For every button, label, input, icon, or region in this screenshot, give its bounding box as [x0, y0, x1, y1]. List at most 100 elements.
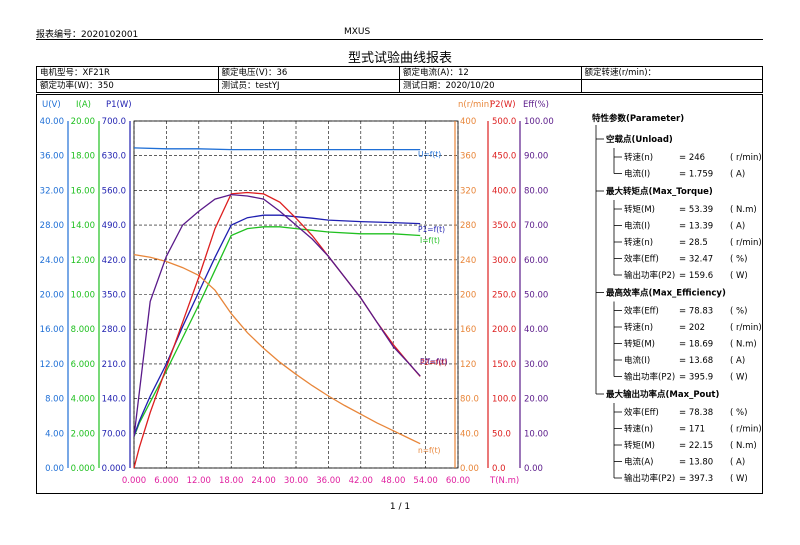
y-tick-label-n: 120 [460, 360, 476, 370]
y-tick-label-p2: 250.0 [492, 291, 516, 301]
series-line-u [133, 147, 421, 151]
params-row-value: = 397.3 [679, 474, 713, 484]
y-tick-label-eff: 70.00 [524, 221, 548, 231]
y-tick-label-u: 20.00 [40, 291, 64, 301]
y-tick-label-i: 14.00 [71, 221, 95, 231]
params-row-label: 输出功率(P2) [624, 270, 675, 281]
tester-cell: 测试员：testYJ [217, 79, 400, 93]
params-row-unit: ( r/min) [730, 153, 762, 163]
y-tick-label-i: 18.00 [71, 152, 95, 162]
params-row-value: = 32.47 [679, 255, 713, 265]
brand-name: MXUS [344, 27, 371, 37]
params-row-unit: ( r/min) [730, 323, 762, 333]
params-row-label: 电流(I) [624, 221, 650, 232]
empty-cell [580, 79, 763, 93]
y-tick-label-i: 8.000 [71, 325, 95, 335]
report-title: 型式试验曲线报表 [347, 51, 452, 66]
y-tick-label-p1: 350.0 [102, 291, 126, 301]
y-tick-label-eff: 20.00 [524, 395, 548, 405]
params-row-label: 电流(A) [624, 457, 653, 468]
y-tick-label-eff: 80.00 [524, 186, 548, 196]
x-tick-label: 60.00 [446, 476, 470, 486]
y-tick-label-u: 32.00 [40, 186, 64, 196]
y-tick-label-u: 8.00 [45, 395, 64, 405]
y-tick-label-i: 12.00 [71, 256, 95, 266]
y-tick-label-u: 12.00 [40, 360, 64, 370]
params-row-unit: ( %) [730, 408, 747, 418]
y-tick-label-u: 4.00 [45, 429, 64, 439]
x-tick-label: 24.00 [251, 476, 275, 486]
params-row-value: = 246 [679, 153, 705, 163]
params-row-value: = 22.15 [679, 441, 713, 451]
y-tick-label-u: 16.00 [40, 325, 64, 335]
series-label-eff: Eff=f(t) [420, 357, 448, 366]
y-tick-label-p1: 70.00 [102, 429, 126, 439]
y-axis-title-n: n(r/min) [458, 100, 492, 110]
x-axis-label: T(N.m) [489, 476, 519, 486]
series-line-p1 [133, 214, 421, 437]
params-row-label: 效率(Eff) [624, 254, 659, 265]
params-row-value: = 18.69 [679, 340, 713, 350]
y-tick-label-i: 0.000 [71, 464, 95, 474]
y-tick-label-p2: 400.0 [492, 186, 516, 196]
y-tick-label-p1: 700.0 [102, 117, 126, 127]
y-tick-label-u: 40.00 [40, 117, 64, 127]
y-tick-label-p1: 490.0 [102, 221, 126, 231]
params-row-value: = 1.759 [679, 170, 713, 180]
y-tick-label-n: 240 [460, 256, 476, 266]
page-indicator: 1 / 1 [389, 502, 411, 512]
params-title: 特性参数(Parameter) [592, 113, 684, 124]
y-tick-label-p1: 140.0 [102, 395, 126, 405]
params-row-unit: ( W) [730, 271, 748, 281]
y-tick-label-u: 0.00 [45, 464, 64, 474]
y-tick-label-n: 160 [460, 325, 476, 335]
params-row-value: = 28.5 [679, 238, 708, 248]
y-tick-label-p1: 420.0 [102, 256, 126, 266]
y-axis-title-u: U(V) [42, 100, 61, 110]
params-row-unit: ( W) [730, 474, 748, 484]
params-row-value: = 78.38 [679, 408, 713, 418]
y-axis-title-i: I(A) [76, 100, 91, 110]
y-tick-label-u: 36.00 [40, 152, 64, 162]
y-tick-label-eff: 100.00 [524, 117, 554, 127]
chart-frame [36, 94, 763, 494]
y-tick-label-eff: 10.00 [524, 429, 548, 439]
params-row-unit: ( r/min) [730, 425, 762, 435]
params-row-value: = 159.6 [679, 271, 713, 281]
params-row-label: 转矩(M) [624, 440, 655, 451]
series-label-n: n=f(t) [418, 446, 441, 455]
series-label-i: I=f(t) [420, 236, 440, 245]
params-row-label: 转速(n) [624, 152, 653, 163]
y-axis-title-eff: Eff(%) [523, 100, 549, 110]
y-tick-label-i: 20.00 [71, 117, 95, 127]
y-axis-title-p1: P1(W) [106, 100, 132, 110]
params-section-heading: 空载点(Unload) [606, 134, 673, 145]
y-tick-label-i: 10.00 [71, 291, 95, 301]
x-tick-label: 12.00 [187, 476, 211, 486]
y-tick-label-n: 40.0 [460, 429, 479, 439]
y-tick-label-p2: 500.0 [492, 117, 516, 127]
params-row-label: 转矩(M) [624, 204, 655, 215]
params-row-label: 转速(n) [624, 424, 653, 435]
y-tick-label-i: 4.000 [71, 395, 95, 405]
params-row-label: 电流(I) [624, 169, 650, 180]
y-axis-title-p2: P2(W) [490, 100, 516, 110]
params-section-heading: 最大转矩点(Max_Torque) [606, 186, 713, 197]
params-row-unit: ( A) [730, 458, 745, 468]
x-tick-label: 0.000 [122, 476, 146, 486]
y-tick-label-n: 360 [460, 152, 476, 162]
y-tick-label-p1: 560.0 [102, 186, 126, 196]
params-row-label: 转速(n) [624, 322, 653, 333]
y-tick-label-p1: 0.000 [102, 464, 126, 474]
series-line-n [133, 253, 421, 445]
y-tick-label-u: 28.00 [40, 221, 64, 231]
params-row-unit: ( W) [730, 373, 748, 383]
x-tick-label: 30.00 [284, 476, 308, 486]
params-row-value: = 53.39 [679, 205, 713, 215]
y-tick-label-p2: 350.0 [492, 221, 516, 231]
x-tick-label: 54.00 [413, 476, 437, 486]
y-tick-label-p2: 50.0 [492, 429, 511, 439]
y-tick-label-n: 280 [460, 221, 476, 231]
y-tick-label-eff: 90.00 [524, 152, 548, 162]
